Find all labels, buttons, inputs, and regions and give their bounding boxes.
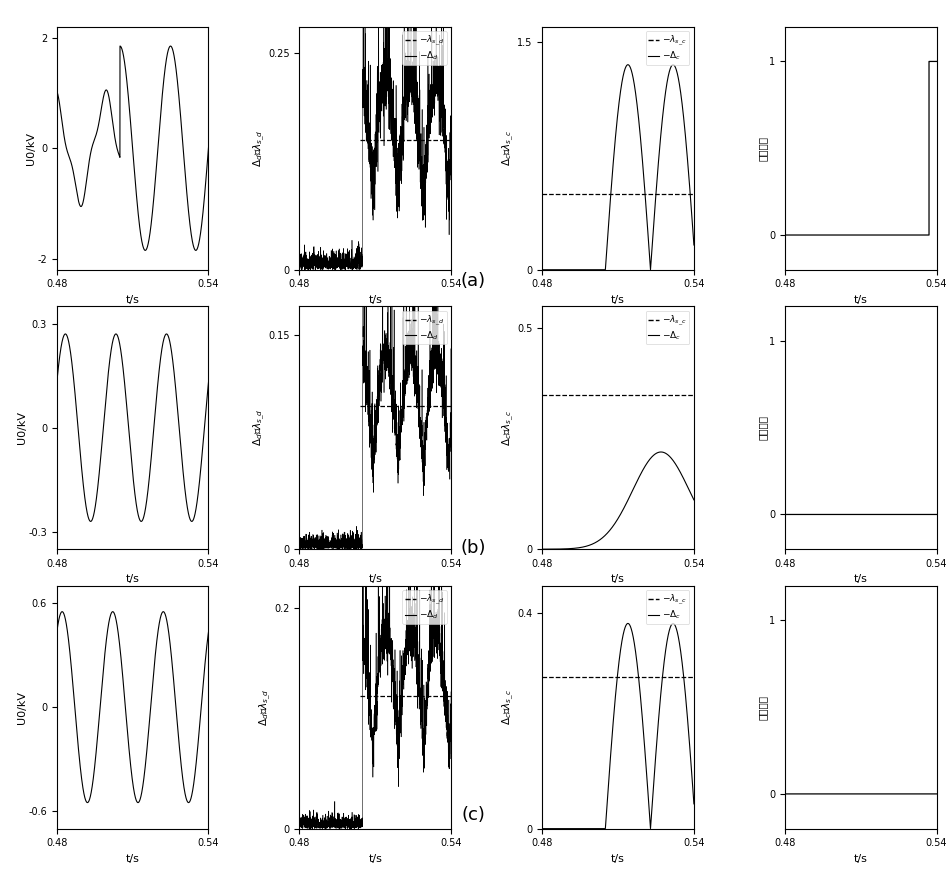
Y-axis label: $\Delta_d$和$\lambda_{s\_d}$: $\Delta_d$和$\lambda_{s\_d}$ xyxy=(252,129,267,167)
X-axis label: t/s: t/s xyxy=(368,854,382,864)
X-axis label: t/s: t/s xyxy=(368,575,382,584)
X-axis label: t/s: t/s xyxy=(853,575,867,584)
X-axis label: t/s: t/s xyxy=(853,854,867,864)
X-axis label: t/s: t/s xyxy=(611,575,625,584)
Text: (c): (c) xyxy=(461,806,485,824)
Y-axis label: $\Delta_c$和$\lambda_{s\_c}$: $\Delta_c$和$\lambda_{s\_c}$ xyxy=(500,689,516,725)
Y-axis label: U0/kV: U0/kV xyxy=(17,691,26,723)
Legend: $-\lambda_{s\_d}$, $-\Delta_d$: $-\lambda_{s\_d}$, $-\Delta_d$ xyxy=(402,311,447,345)
Y-axis label: 启动信号: 启动信号 xyxy=(758,135,767,160)
Y-axis label: $\Delta_c$和$\lambda_{s\_c}$: $\Delta_c$和$\lambda_{s\_c}$ xyxy=(500,130,516,167)
Y-axis label: $\Delta_d$和$\lambda_{s\_d}$: $\Delta_d$和$\lambda_{s\_d}$ xyxy=(252,409,267,446)
Y-axis label: U0/kV: U0/kV xyxy=(17,411,26,445)
Y-axis label: 启动信号: 启动信号 xyxy=(758,415,767,440)
X-axis label: t/s: t/s xyxy=(611,854,625,864)
X-axis label: t/s: t/s xyxy=(368,295,382,305)
Legend: $-\lambda_{s\_d}$, $-\Delta_d$: $-\lambda_{s\_d}$, $-\Delta_d$ xyxy=(402,31,447,65)
Legend: $-\lambda_{s\_c}$, $-\Delta_c$: $-\lambda_{s\_c}$, $-\Delta_c$ xyxy=(646,311,690,345)
Legend: $-\lambda_{s\_c}$, $-\Delta_c$: $-\lambda_{s\_c}$, $-\Delta_c$ xyxy=(646,590,690,624)
X-axis label: t/s: t/s xyxy=(126,295,140,305)
Legend: $-\lambda_{s\_c}$, $-\Delta_c$: $-\lambda_{s\_c}$, $-\Delta_c$ xyxy=(646,31,690,65)
X-axis label: t/s: t/s xyxy=(611,295,625,305)
Y-axis label: U0/kV: U0/kV xyxy=(26,132,36,165)
Text: (a): (a) xyxy=(461,272,485,290)
Y-axis label: 启动信号: 启动信号 xyxy=(758,695,767,720)
X-axis label: t/s: t/s xyxy=(126,854,140,864)
Text: (b): (b) xyxy=(461,539,485,557)
Y-axis label: $\Delta_d$和$\lambda_{s\_d}$: $\Delta_d$和$\lambda_{s\_d}$ xyxy=(257,689,273,726)
X-axis label: t/s: t/s xyxy=(853,295,867,305)
X-axis label: t/s: t/s xyxy=(126,575,140,584)
Y-axis label: $\Delta_c$和$\lambda_{s\_c}$: $\Delta_c$和$\lambda_{s\_c}$ xyxy=(500,410,516,446)
Legend: $-\lambda_{s\_d}$, $-\Delta_d$: $-\lambda_{s\_d}$, $-\Delta_d$ xyxy=(402,590,447,624)
